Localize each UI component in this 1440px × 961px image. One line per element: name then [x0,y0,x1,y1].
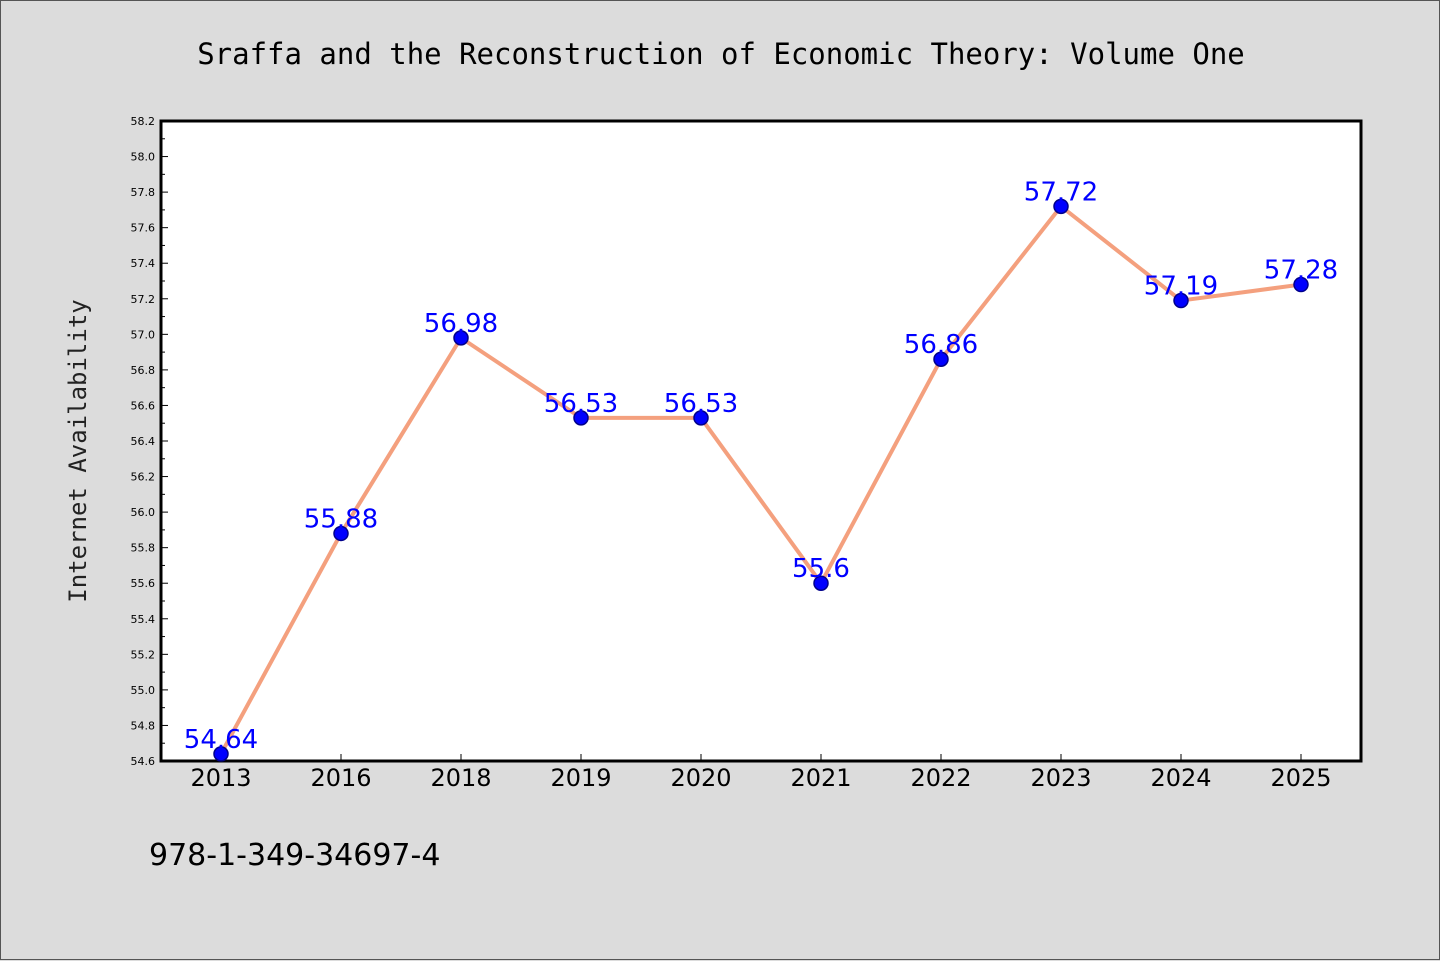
data-label: 55.88 [304,504,378,534]
x-tick-label: 2023 [1030,764,1091,792]
data-point-marker [1053,198,1069,215]
x-tick-label: 2021 [790,764,851,792]
y-tick-label: 58.0 [131,151,156,164]
data-point-marker [573,410,589,426]
y-tick-label: 57.6 [131,222,156,235]
y-tick-label: 55.0 [131,684,156,697]
data-label: 56.53 [664,389,738,419]
y-tick-label: 56.8 [131,364,156,377]
y-tick-label: 57.2 [131,293,156,306]
y-tick-label: 55.6 [131,577,156,590]
data-point-marker [213,746,229,762]
data-point-marker [453,330,469,346]
x-tick-label: 2024 [1150,764,1211,792]
y-tick-label: 56.2 [131,471,156,484]
y-tick-label: 56.4 [131,435,156,448]
data-point-marker [693,410,709,426]
data-point-marker [1173,292,1189,309]
y-tick-label: 55.4 [131,613,156,626]
x-tick-label: 2020 [670,764,731,792]
y-tick-label: 54.8 [131,719,156,732]
y-axis-label: Internet Availability [64,299,92,602]
y-tick-label: 56.0 [131,506,156,519]
data-label: 55.6 [792,554,850,584]
y-tick-label: 56.6 [131,399,156,412]
x-tick-label: 2019 [550,764,611,792]
data-label: 57.28 [1264,256,1338,286]
data-point-marker [333,525,349,542]
x-axis: 2013 2016 2018 2019 2020 2021 2022 2023 2024 2025 [190,754,1332,792]
data-label: 54.64 [184,725,258,755]
data-point-marker [933,351,949,367]
series-line-group [219,204,1303,756]
y-tick-label: 54.6 [131,755,156,768]
y-tick-label: 55.2 [131,648,156,661]
isbn-footer: 978-1-349-34697-4 [149,838,440,873]
y-tick-label: 57.0 [131,328,156,341]
y-tick-label: 57.4 [131,257,156,270]
series-line [219,204,1303,756]
y-tick-label: 55.8 [131,542,156,555]
x-tick-label: 2018 [430,764,491,792]
data-label: 57.19 [1144,272,1218,302]
y-tick-label: 58.2 [131,115,156,128]
x-tick-label: 2016 [310,764,371,792]
data-point-marker [813,575,829,591]
data-label: 56.53 [544,389,618,419]
y-tick-label: 57.8 [131,186,156,199]
plot-area [159,119,1363,763]
data-label: 56.86 [904,330,978,360]
data-label: 56.98 [424,309,498,339]
chart-title: Sraffa and the Reconstruction of Economi… [197,37,1245,71]
y-axis: 54.6 54.8 55.0 55.2 55.4 55.6 55.8 56.0 56.2 56.4… [131,115,168,768]
data-label: 57.72 [1024,177,1098,207]
data-labels-group: 54.64 55.88 56.98 56.53 56.53 55.6 56.86 57.72 5… [184,177,1338,755]
x-tick-label: 2022 [910,764,971,792]
x-tick-label: 2013 [190,764,251,792]
x-tick-label: 2025 [1270,764,1331,792]
markers-group [213,198,1309,762]
data-point-marker [1293,276,1309,293]
